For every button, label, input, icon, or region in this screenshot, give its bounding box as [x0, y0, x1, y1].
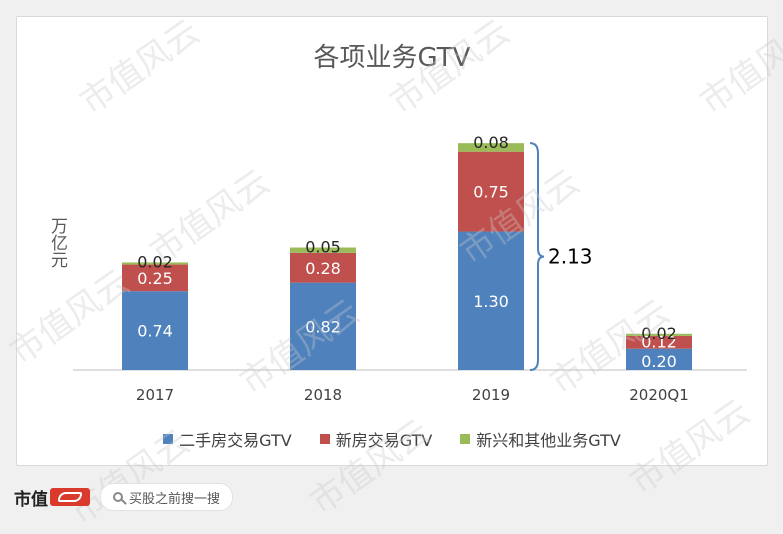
- bar-chart-plot: 0.740.250.0220170.820.280.0520181.300.75…: [73, 133, 747, 404]
- data-label: 0.82: [305, 317, 341, 336]
- bar-segment: [626, 333, 692, 336]
- brand-logo[interactable]: 市值: [14, 485, 90, 510]
- x-tick-label: 2020Q1: [629, 386, 689, 404]
- bar-segment: [122, 291, 188, 370]
- bar-segment: [122, 264, 188, 292]
- total-annotation: 2.13: [548, 245, 593, 269]
- data-label: 0.05: [305, 238, 341, 257]
- search-icon: [113, 492, 123, 502]
- bar-segment: [458, 231, 524, 370]
- legend-label: 二手房交易GTV: [179, 431, 292, 450]
- data-label: 0.02: [137, 252, 173, 271]
- x-tick-label: 2017: [136, 386, 174, 404]
- chart-title: 各项业务GTV: [313, 43, 471, 73]
- search-placeholder: 买股之前搜一搜: [129, 491, 221, 507]
- bar-segment: [122, 262, 188, 265]
- legend-label: 新兴和其他业务GTV: [476, 431, 621, 450]
- bar-segment: [290, 252, 356, 283]
- legend-label: 新房交易GTV: [335, 431, 433, 450]
- data-label: 0.12: [641, 333, 677, 352]
- legend-item: 二手房交易GTV: [163, 427, 292, 451]
- bar-segment: [626, 348, 692, 370]
- legend-swatch: [319, 434, 330, 444]
- bar-segment: [458, 143, 524, 152]
- legend-item: 新兴和其他业务GTV: [460, 427, 621, 451]
- chart-card: 各项业务GTV 万亿元 0.74 0.25 0.02 2017 0.82 0.28 0.05…: [16, 16, 768, 466]
- legend-item: 新房交易GTV: [319, 427, 433, 451]
- bar-segment: [458, 151, 524, 232]
- legend-swatch: [460, 434, 471, 444]
- data-label: 0.25: [137, 269, 173, 288]
- search-box[interactable]: 买股之前搜一搜: [100, 483, 234, 511]
- x-tick-label: 2018: [304, 386, 342, 404]
- data-label: 0.75: [473, 183, 509, 202]
- legend-swatch: [163, 434, 174, 444]
- x-tick-label: 2019: [472, 386, 510, 404]
- brand-text: 市值: [14, 489, 48, 510]
- data-label: 0.74: [137, 322, 173, 341]
- total-bracket: [529, 142, 545, 371]
- data-label: 1.30: [473, 292, 509, 311]
- chart-legend: 二手房交易GTV 新房交易GTV 新兴和其他业务GTV: [17, 427, 767, 451]
- footer-bar: 市值 买股之前搜一搜: [14, 482, 234, 512]
- data-label: 0.20: [641, 352, 677, 371]
- data-label: 0.02: [641, 324, 677, 343]
- bar-segment: [290, 247, 356, 253]
- bar-segment: [626, 335, 692, 349]
- bar-segment: [290, 282, 356, 370]
- brand-mark-icon: [50, 488, 90, 506]
- y-axis-label: 万亿元: [47, 217, 67, 268]
- data-label: 0.28: [305, 259, 341, 278]
- data-label: 0.08: [473, 133, 509, 152]
